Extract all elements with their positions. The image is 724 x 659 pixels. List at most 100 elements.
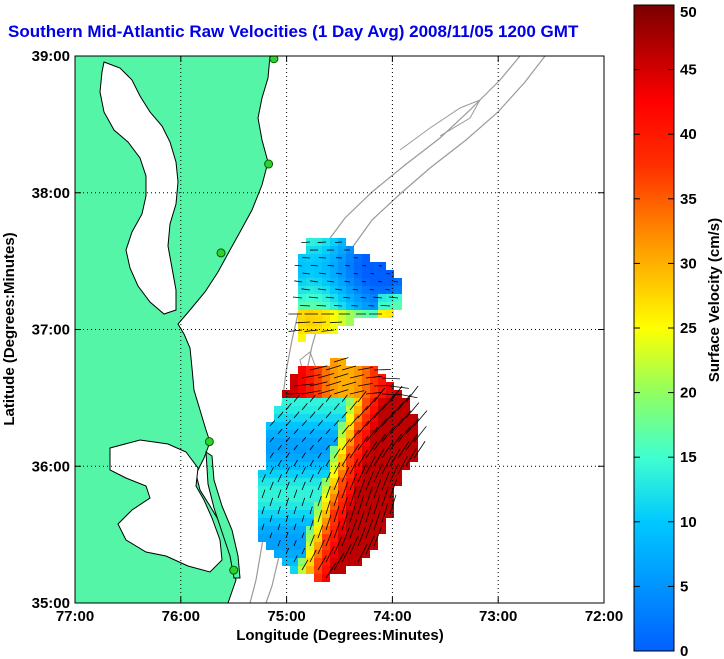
velocity-vector — [373, 369, 391, 371]
velocity-cell — [394, 430, 402, 438]
colorbar-gradient — [633, 4, 675, 652]
velocity-vector — [285, 420, 292, 427]
velocity-cell — [306, 406, 314, 414]
velocity-vector — [365, 502, 373, 523]
velocity-cell — [354, 502, 362, 510]
velocity-vector — [309, 534, 315, 547]
velocity-vector — [353, 273, 359, 275]
velocity-cell — [386, 470, 394, 478]
velocity-cell — [322, 566, 330, 574]
velocity-cell — [346, 478, 354, 486]
velocity-cell — [274, 406, 282, 414]
velocity-vector — [385, 288, 391, 291]
velocity-cell — [298, 526, 306, 534]
velocity-cell — [306, 502, 314, 510]
velocity-cell — [346, 430, 354, 438]
velocity-cell — [306, 390, 314, 398]
velocity-vector — [373, 296, 383, 299]
velocity-vector — [373, 527, 382, 547]
velocity-vector — [343, 296, 351, 299]
velocity-cell — [386, 486, 394, 494]
velocity-cell — [378, 286, 386, 294]
velocity-cell — [290, 518, 298, 526]
velocity-vector — [301, 547, 306, 555]
velocity-vector — [317, 452, 322, 459]
velocity-vector — [301, 559, 309, 571]
velocity-vector — [357, 382, 373, 387]
velocity-cell — [298, 462, 306, 470]
velocity-cell — [274, 470, 282, 478]
velocity-cell — [298, 558, 306, 566]
velocity-vector — [333, 448, 341, 459]
velocity-cell — [274, 454, 282, 462]
velocity-vector — [325, 514, 332, 531]
velocity-cell — [266, 446, 274, 454]
colorbar-tick-label: 5 — [680, 578, 688, 595]
velocity-vector — [373, 387, 386, 403]
velocity-cell — [266, 478, 274, 486]
velocity-vector — [413, 441, 426, 459]
velocity-vector — [304, 329, 319, 332]
y-axis-label: Latitude (Degrees:Minutes) — [1, 232, 18, 425]
velocity-vector — [293, 411, 300, 419]
barrier-island — [205, 451, 241, 579]
velocity-vector — [309, 428, 315, 435]
velocity-cell — [330, 318, 338, 326]
velocity-vector — [317, 436, 323, 443]
velocity-cell — [330, 398, 338, 406]
chesapeake-bay — [99, 61, 179, 315]
velocity-cell — [338, 406, 346, 414]
velocity-vector — [301, 403, 308, 411]
velocity-vector — [341, 381, 357, 387]
velocity-cell — [394, 414, 402, 422]
velocity-cell — [298, 494, 306, 502]
velocity-cell — [322, 294, 330, 302]
velocity-cell — [314, 494, 322, 502]
velocity-vector — [293, 489, 298, 499]
velocity-vector — [309, 459, 314, 467]
velocity-cell — [258, 470, 266, 478]
velocity-cell — [362, 382, 370, 390]
velocity-cell — [282, 494, 290, 502]
velocity-vector — [341, 439, 351, 451]
velocity-vector — [357, 543, 368, 563]
velocity-cell — [386, 438, 394, 446]
velocity-vector — [316, 305, 327, 307]
velocity-cell — [274, 486, 282, 494]
velocity-cell — [338, 294, 346, 302]
x-tick-label: 76:00 — [162, 608, 200, 625]
velocity-vector — [381, 377, 400, 380]
velocity-cell — [314, 558, 322, 566]
velocity-cell — [346, 366, 354, 374]
velocity-cell — [402, 422, 410, 430]
y-tick-label: 36:00 — [32, 458, 70, 475]
velocity-cell — [298, 510, 306, 518]
velocity-vector — [301, 436, 307, 443]
velocity-cell — [306, 518, 314, 526]
velocity-cell — [330, 270, 338, 278]
velocity-vector — [269, 532, 273, 539]
velocity-vector — [293, 444, 298, 451]
velocity-cell — [346, 558, 354, 566]
velocity-cell — [386, 502, 394, 510]
velocity-vector — [317, 539, 325, 555]
velocity-vector — [333, 536, 343, 555]
velocity-cell — [298, 366, 306, 374]
velocity-cell — [410, 430, 418, 438]
velocity-cell — [290, 406, 298, 414]
velocity-cell — [362, 270, 370, 278]
velocity-vector — [373, 510, 381, 531]
velocity-cell — [314, 398, 322, 406]
velocity-cell — [322, 486, 330, 494]
velocity-cell — [322, 406, 330, 414]
velocity-vector — [302, 272, 311, 275]
velocity-vector — [317, 524, 324, 539]
velocity-cell — [346, 526, 354, 534]
velocity-vector — [341, 365, 357, 371]
velocity-vector — [360, 297, 367, 299]
velocity-vector — [365, 518, 374, 539]
velocity-vector — [405, 385, 419, 403]
velocity-vector — [325, 296, 335, 299]
velocity-vector — [301, 288, 311, 291]
